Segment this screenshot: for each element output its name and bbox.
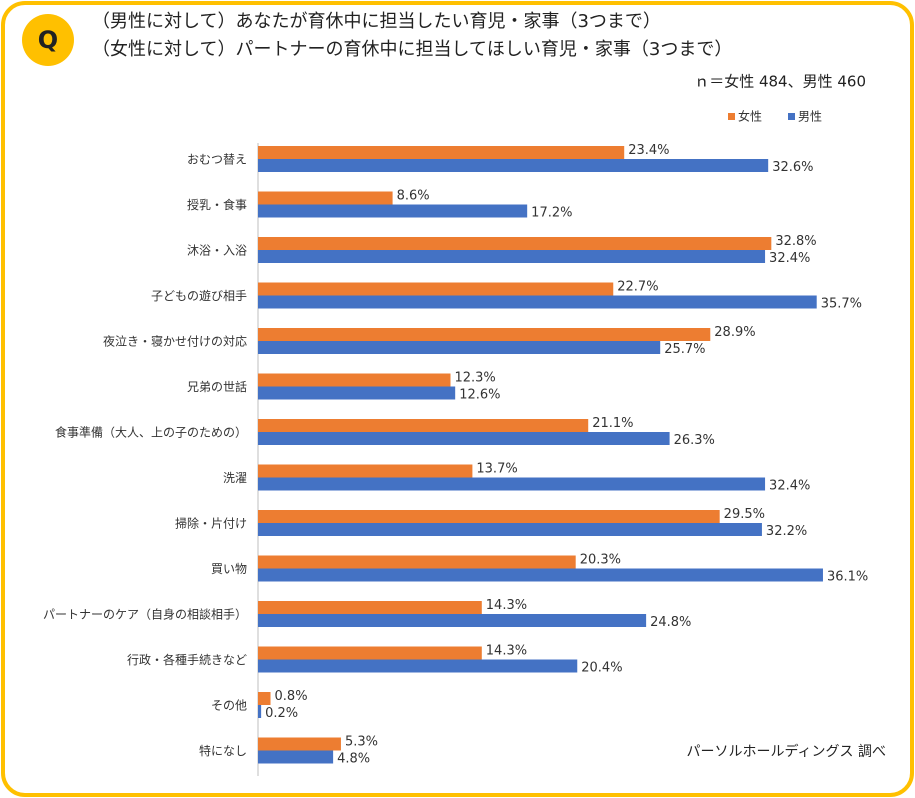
bar [258, 568, 823, 582]
bar [258, 705, 262, 718]
y-tick-label: 行政・各種手続きなど [127, 652, 247, 667]
bar [258, 523, 762, 536]
bar [258, 646, 482, 660]
value-label: 24.8% [650, 615, 691, 630]
source: パーソルホールディングス 調べ [687, 743, 886, 760]
value-label: 32.2% [766, 524, 807, 539]
bar [258, 601, 482, 614]
y-tick-label: 掃除・片付け [175, 516, 247, 531]
legend-swatch [728, 113, 735, 120]
value-label: 32.4% [769, 251, 810, 266]
value-label: 8.6% [397, 189, 430, 204]
y-tick-label: パートナーのケア（自身の相談相手） [43, 607, 247, 622]
bar [258, 737, 341, 751]
bar [258, 477, 766, 491]
value-label: 12.6% [459, 388, 500, 403]
value-label: 0.2% [265, 706, 298, 721]
bar [258, 237, 772, 250]
value-label: 22.7% [617, 280, 658, 295]
value-label: 32.8% [775, 234, 816, 249]
value-label: 4.8% [337, 752, 370, 767]
y-tick-label: 兄弟の世話 [187, 379, 247, 394]
value-label: 20.3% [580, 553, 621, 568]
y-tick-label: おむつ替え [187, 153, 247, 167]
bar [258, 191, 393, 205]
value-label: 12.3% [454, 371, 495, 386]
y-tick-label: 授乳・食事 [187, 197, 247, 212]
value-label: 5.3% [345, 735, 378, 750]
value-label: 20.4% [581, 661, 622, 676]
chart-subtitle: （女性に対して）パートナーの育休中に担当してほしい育児・家事（3つまで） [92, 39, 732, 60]
legend-label: 男性 [798, 110, 822, 124]
bar [258, 614, 647, 627]
bar [258, 373, 451, 387]
bar [258, 146, 625, 159]
value-label: 21.1% [592, 416, 633, 431]
y-tick-label: 食事準備（大人、上の子のための） [55, 425, 247, 440]
y-tick-label: 買い物 [211, 562, 247, 576]
bar [258, 250, 766, 263]
bar [258, 419, 589, 432]
chart-title: （男性に対して）あなたが育休中に担当したい育児・家事（3つまで） [92, 11, 661, 32]
bar [258, 692, 271, 705]
value-label: 0.8% [275, 689, 308, 704]
bar [258, 328, 711, 341]
bar [258, 555, 576, 569]
bar [258, 750, 334, 764]
y-tick-label: 子どもの遊び相手 [151, 288, 247, 303]
y-tick-label: 夜泣き・寝かせ付けの対応 [103, 334, 247, 349]
value-label: 25.7% [664, 342, 705, 357]
y-tick-label: 特になし [199, 743, 247, 758]
value-label: 23.4% [628, 143, 669, 158]
badge-circle [22, 14, 74, 66]
bar [258, 341, 661, 354]
value-label: 29.5% [724, 507, 765, 522]
value-label: 17.2% [531, 206, 572, 221]
value-label: 26.3% [674, 433, 715, 448]
bar [258, 159, 769, 172]
value-label: 35.7% [821, 297, 862, 312]
bar [258, 659, 578, 673]
value-label: 32.4% [769, 479, 810, 494]
value-label: 14.3% [486, 598, 527, 613]
value-label: 13.7% [476, 462, 517, 477]
legend-swatch [788, 113, 795, 120]
value-label: 14.3% [486, 644, 527, 659]
note: ｎ＝女性 484、男性 460 [694, 73, 866, 91]
badge: Q [38, 26, 58, 54]
value-label: 36.1% [827, 570, 868, 585]
y-tick-label: その他 [211, 699, 247, 713]
y-tick-label: 沐浴・入浴 [187, 244, 247, 258]
bar [258, 432, 670, 445]
value-label: 28.9% [714, 325, 755, 340]
bar [258, 464, 473, 478]
bar [258, 295, 817, 309]
bar [258, 282, 614, 296]
y-tick-label: 洗濯 [223, 471, 247, 485]
bar [258, 510, 720, 523]
bar [258, 386, 456, 400]
bar [258, 204, 528, 218]
value-label: 32.6% [772, 160, 813, 175]
legend-label: 女性 [738, 109, 762, 124]
